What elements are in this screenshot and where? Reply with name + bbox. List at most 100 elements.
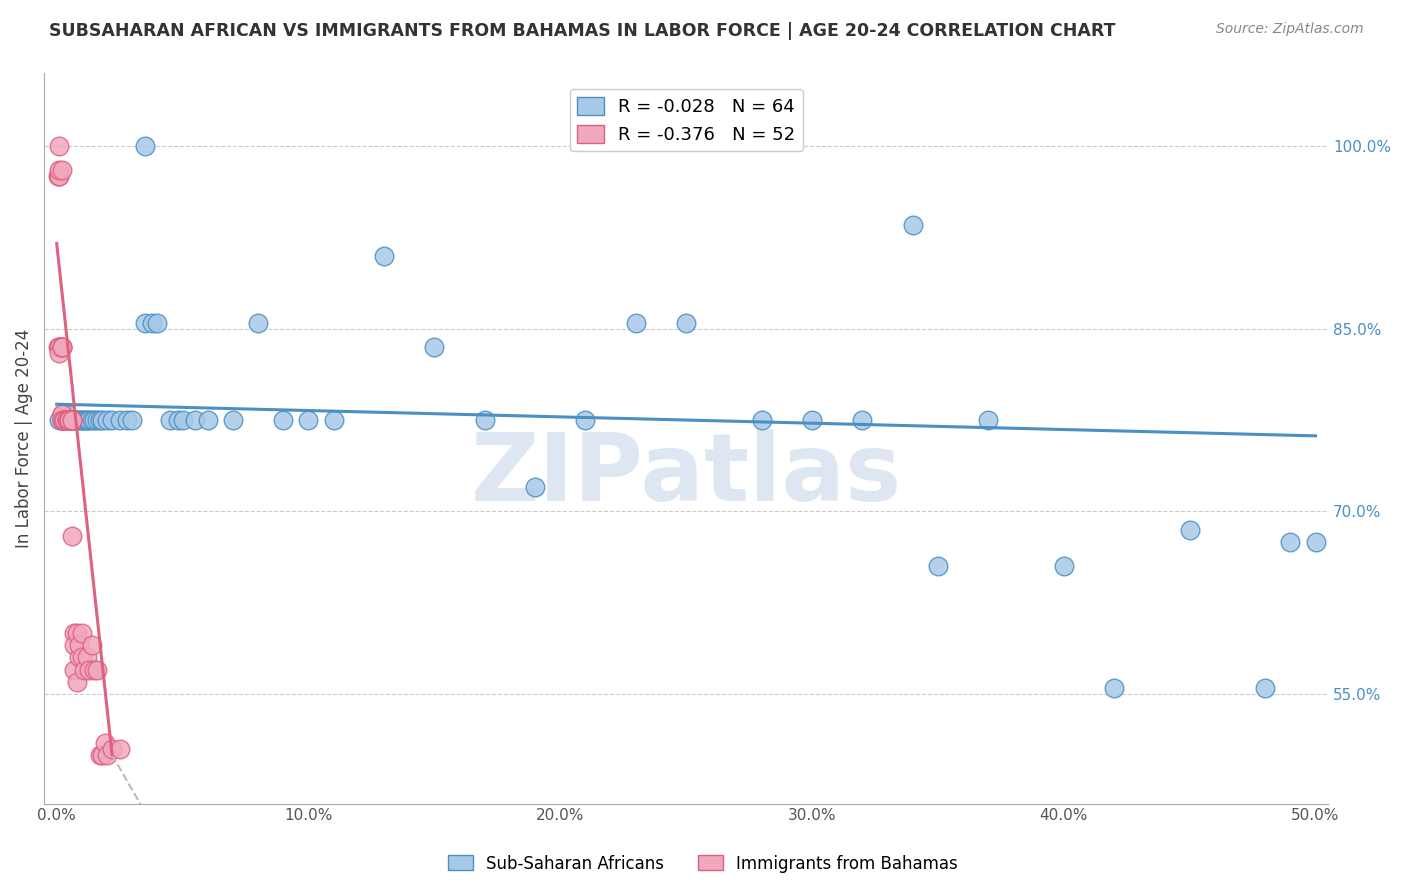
Point [46,340,69,354]
Point [60,413,83,427]
Legend: R = -0.028   N = 64, R = -0.376   N = 52: R = -0.028 N = 64, R = -0.376 N = 52 [569,89,803,152]
Text: SUBSAHARAN AFRICAN VS IMMIGRANTS FROM BAHAMAS IN LABOR FORCE | AGE 20-24 CORRELA: SUBSAHARAN AFRICAN VS IMMIGRANTS FROM BA… [49,22,1116,40]
Point [53,413,76,427]
Point [48,413,70,427]
Point [58,413,80,427]
Point [48,346,70,360]
Point [55,413,77,427]
Point [271,413,294,427]
Point [48,163,70,178]
Point [73,413,96,427]
Point [66,413,89,427]
Point [93,736,115,750]
Point [76,413,98,427]
Point [73,663,96,677]
Point [247,316,270,330]
Point [524,480,547,494]
Point [53,413,76,427]
Legend: Sub-Saharan Africans, Immigrants from Bahamas: Sub-Saharan Africans, Immigrants from Ba… [441,848,965,880]
Point [322,413,344,427]
Point [63,413,86,427]
Point [83,663,105,677]
Point [1178,523,1201,537]
Point [51,413,73,427]
Point [977,413,1000,427]
Point [63,638,86,652]
Point [121,413,143,427]
Point [60,413,83,427]
Point [79,413,101,427]
Point [83,413,105,427]
Point [115,413,138,427]
Point [63,663,86,677]
Point [51,340,73,354]
Point [67,638,90,652]
Point [101,741,124,756]
Point [53,413,76,427]
Point [96,413,118,427]
Point [51,413,73,427]
Point [89,747,111,762]
Point [55,413,77,427]
Point [58,413,80,427]
Point [1305,534,1327,549]
Point [53,407,76,421]
Point [46,169,69,184]
Point [166,413,188,427]
Point [66,413,89,427]
Point [66,674,89,689]
Point [67,650,90,665]
Point [53,413,76,427]
Point [901,218,924,232]
Point [624,316,647,330]
Point [55,407,77,421]
Point [51,407,73,421]
Point [141,316,163,330]
Point [423,340,446,354]
Point [58,413,80,427]
Point [675,316,697,330]
Y-axis label: In Labor Force | Age 20-24: In Labor Force | Age 20-24 [15,328,32,548]
Point [51,413,73,427]
Point [76,413,98,427]
Point [108,413,131,427]
Point [1053,559,1076,574]
Point [134,139,156,153]
Point [101,413,124,427]
Point [51,413,73,427]
Point [66,626,89,640]
Point [197,413,219,427]
Point [373,249,395,263]
Point [70,413,93,427]
Point [51,163,73,178]
Point [851,413,873,427]
Point [60,413,83,427]
Point [79,663,101,677]
Point [63,413,86,427]
Point [51,340,73,354]
Point [58,413,80,427]
Point [172,413,194,427]
Point [96,747,118,762]
Point [51,340,73,354]
Point [751,413,773,427]
Point [55,413,77,427]
Point [58,413,80,427]
Point [76,650,98,665]
Point [70,650,93,665]
Point [297,413,319,427]
Point [1279,534,1302,549]
Point [70,413,93,427]
Point [927,559,949,574]
Point [48,169,70,184]
Point [80,638,103,652]
Point [60,413,83,427]
Point [55,413,77,427]
Point [70,626,93,640]
Point [474,413,496,427]
Point [48,340,70,354]
Point [134,316,156,330]
Point [1102,681,1125,695]
Point [801,413,824,427]
Text: ZIPatlas: ZIPatlas [471,429,901,521]
